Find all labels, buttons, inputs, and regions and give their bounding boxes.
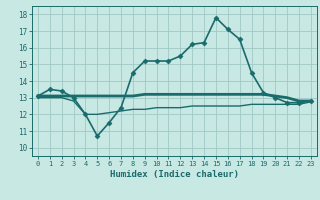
X-axis label: Humidex (Indice chaleur): Humidex (Indice chaleur): [110, 170, 239, 179]
